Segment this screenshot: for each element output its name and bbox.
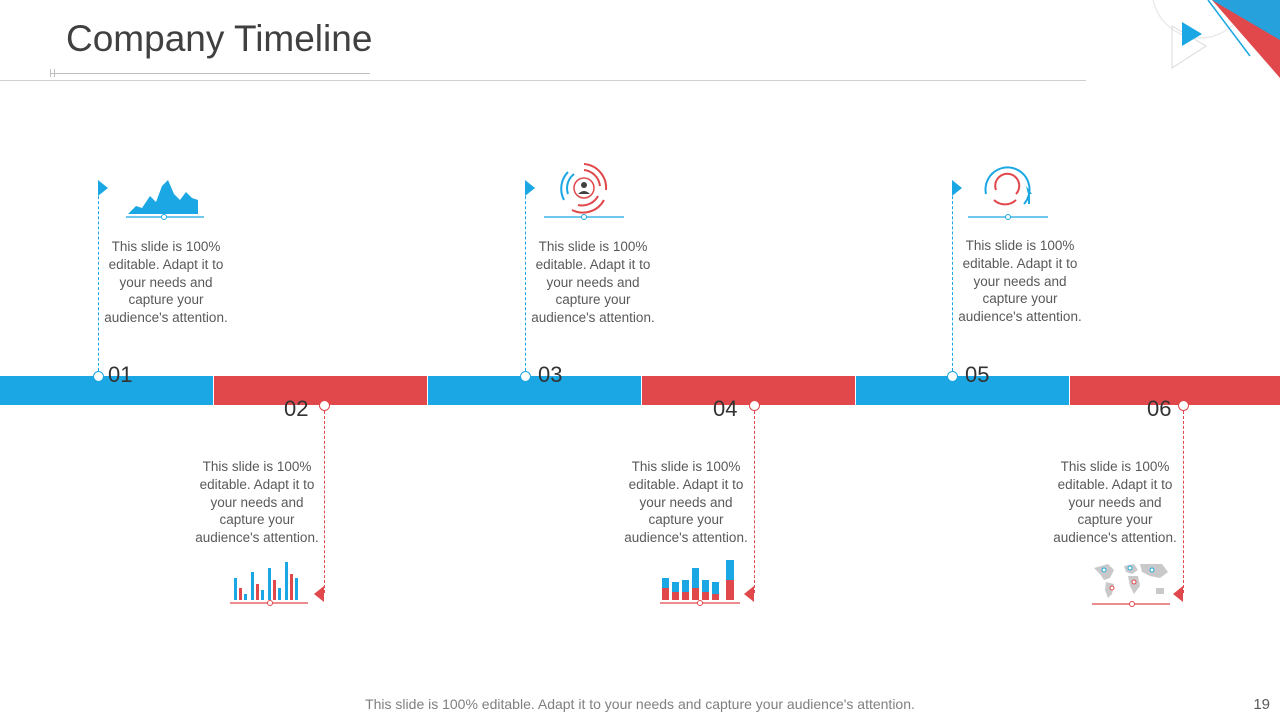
milestone-dot xyxy=(93,371,104,382)
milestone-stem xyxy=(952,186,953,376)
milestone-dot xyxy=(319,400,330,411)
milestone-number: 02 xyxy=(284,396,309,421)
user-target-icon xyxy=(544,163,624,220)
milestone-number: 05 xyxy=(965,362,990,387)
milestone-stem xyxy=(754,411,755,593)
area-chart-icon xyxy=(126,180,204,220)
milestone-number: 01 xyxy=(108,362,133,387)
milestone-stem xyxy=(324,411,325,593)
flag-icon xyxy=(744,586,754,602)
refresh-cycle-icon xyxy=(968,166,1048,220)
title-underline-tick xyxy=(54,69,55,77)
flag-icon xyxy=(1173,586,1183,602)
milestone-description: This slide is 100% editable. Adapt it to… xyxy=(195,459,319,546)
timeline-segment xyxy=(1070,376,1280,405)
milestone-dot xyxy=(1178,400,1189,411)
milestone-number: 06 xyxy=(1147,396,1172,421)
timeline-segment xyxy=(428,376,641,405)
milestone-description: This slide is 100% editable. Adapt it to… xyxy=(531,239,655,326)
milestone-description: This slide is 100% editable. Adapt it to… xyxy=(1053,459,1177,546)
flag-icon xyxy=(98,180,108,196)
milestone-dot xyxy=(947,371,958,382)
corner-decoration xyxy=(1152,0,1280,78)
milestone-description: This slide is 100% editable. Adapt it to… xyxy=(958,238,1082,325)
flag-icon xyxy=(952,180,962,196)
bar-chart-icon xyxy=(230,562,308,606)
milestone-dot xyxy=(520,371,531,382)
milestone-stem xyxy=(98,186,99,376)
timeline-segment xyxy=(856,376,1069,405)
milestone-description: This slide is 100% editable. Adapt it to… xyxy=(104,239,228,326)
footer-note: This slide is 100% editable. Adapt it to… xyxy=(365,696,915,712)
column-chart-icon xyxy=(660,560,740,606)
flag-icon xyxy=(525,180,535,196)
milestone-stem xyxy=(1183,411,1184,593)
title-underline-tick xyxy=(50,69,51,77)
flag-icon xyxy=(314,586,324,602)
milestone-description: This slide is 100% editable. Adapt it to… xyxy=(624,459,748,546)
header-divider xyxy=(0,80,1086,81)
world-map-icon xyxy=(1092,564,1170,607)
timeline-segment xyxy=(642,376,855,405)
milestone-number: 04 xyxy=(713,396,738,421)
timeline-segment xyxy=(0,376,213,405)
page-title: Company Timeline xyxy=(66,18,373,59)
milestone-stem xyxy=(525,186,526,376)
page-number: 19 xyxy=(1253,696,1270,713)
milestone-dot xyxy=(749,400,760,411)
title-underline xyxy=(50,73,370,74)
milestone-number: 03 xyxy=(538,362,563,387)
